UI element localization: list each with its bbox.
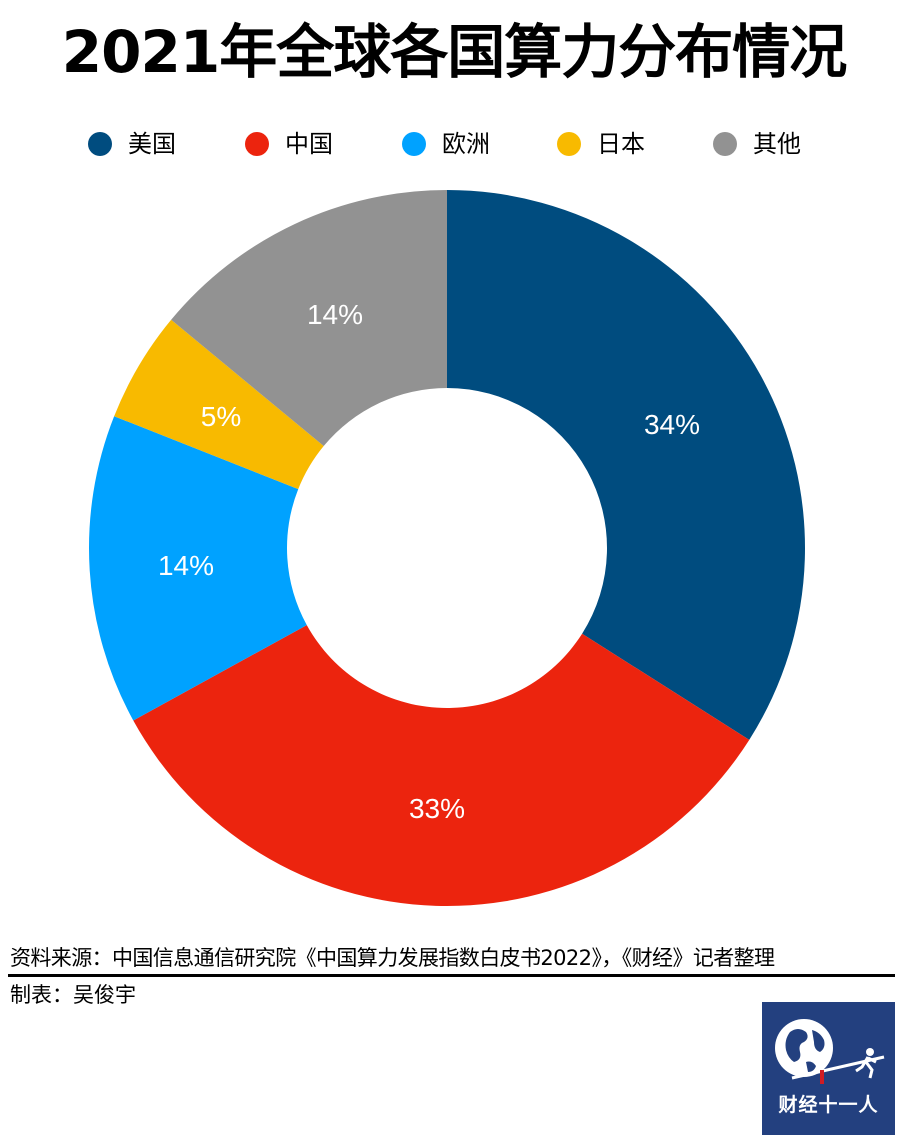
slice-labels: 34% 33% 14% 5% 14% xyxy=(158,299,700,824)
donut-chart: 34% 33% 14% 5% 14% xyxy=(88,190,805,907)
legend-swatch-china xyxy=(245,132,269,156)
chart-title: 2021年全球各国算力分布情况 xyxy=(61,18,847,86)
legend-label: 欧洲 xyxy=(442,130,490,158)
slice-label-china: 33% xyxy=(409,793,465,824)
slice-label-other: 14% xyxy=(307,299,363,330)
legend-swatch-other xyxy=(713,132,737,156)
source-note: 资料来源：中国信息通信研究院《中国算力发展指数白皮书2022》，《财经》记者整理 xyxy=(10,946,775,970)
slice-label-usa: 34% xyxy=(644,409,700,440)
chart-legend: 美国 中国 欧洲 日本 其他 xyxy=(0,126,908,162)
legend-label: 美国 xyxy=(128,130,176,158)
donut-slice-europe xyxy=(88,416,307,721)
donut-slice-japan xyxy=(114,319,324,490)
legend-swatch-europe xyxy=(402,132,426,156)
globe-runner-icon xyxy=(775,1019,885,1084)
legend-item-europe: 欧洲 xyxy=(402,126,490,162)
legend-label: 中国 xyxy=(285,130,333,158)
legend-swatch-japan xyxy=(557,132,581,156)
footer-divider xyxy=(8,974,895,977)
logo-text: 财经十一人 xyxy=(778,1094,879,1116)
legend-item-usa: 美国 xyxy=(88,126,176,162)
brand-logo: 财经十一人 xyxy=(762,1002,895,1135)
legend-swatch-usa xyxy=(88,132,112,156)
donut-slice-usa xyxy=(447,190,805,740)
donut-slice-china xyxy=(133,625,750,907)
legend-label: 日本 xyxy=(597,130,645,158)
legend-item-japan: 日本 xyxy=(557,126,645,162)
donut-slice-other xyxy=(171,190,448,447)
slice-label-europe: 14% xyxy=(158,550,214,581)
legend-label: 其他 xyxy=(753,130,801,158)
chart-maker-credit: 制表：吴俊宇 xyxy=(10,983,136,1007)
legend-item-other: 其他 xyxy=(713,126,801,162)
donut-slices xyxy=(88,190,805,907)
slice-label-japan: 5% xyxy=(201,401,241,432)
legend-item-china: 中国 xyxy=(245,126,333,162)
